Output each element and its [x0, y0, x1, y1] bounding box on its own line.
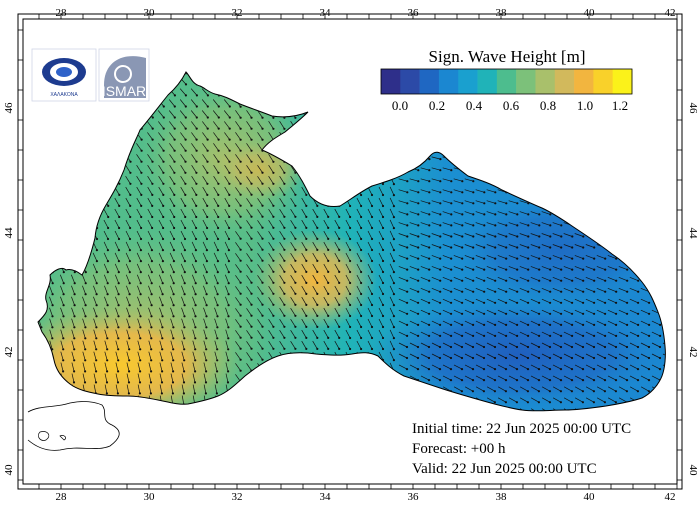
marmara-coast	[27, 401, 120, 451]
colorbar-swatch	[535, 69, 556, 94]
lat-tick-label: 44	[687, 228, 699, 240]
colorbar-swatch	[438, 69, 459, 94]
lon-tick-label: 40	[584, 491, 596, 503]
coastline	[37, 71, 666, 412]
initial-time: Initial time: 22 Jun 2025 00:00 UTC	[412, 421, 631, 437]
colorbar: Sign. Wave Height [m] 0.0 0.2 0.4 0.6 0.…	[380, 47, 633, 113]
lat-tick-label: 46	[3, 102, 15, 114]
logo-right: ISMAR	[98, 48, 150, 102]
longitude-ticks-top: 28 30 32 34 36 38 40 42	[56, 7, 676, 19]
lon-tick-label: 36	[408, 491, 420, 503]
lon-tick-label: 34	[320, 491, 332, 503]
lon-tick-label: 30	[144, 7, 156, 19]
valid-time: Valid: 22 Jun 2025 00:00 UTC	[412, 461, 597, 477]
lat-tick-label: 44	[3, 227, 15, 239]
colorbar-swatch	[593, 69, 613, 94]
lon-tick-label: 42	[665, 7, 676, 19]
latitude-ticks-left: 40 42 44 46	[3, 102, 15, 476]
colorbar-swatch	[381, 69, 401, 94]
lat-tick-label: 40	[3, 464, 15, 476]
lat-tick-label: 40	[687, 465, 699, 477]
forecast-info: Initial time: 22 Jun 2025 00:00 UTC Fore…	[412, 421, 631, 477]
lon-tick-label: 36	[408, 7, 420, 19]
colorbar-swatch	[612, 69, 633, 94]
colorbar-swatch	[458, 69, 478, 94]
colorbar-swatch	[554, 69, 575, 94]
lon-tick-label: 30	[144, 491, 156, 503]
logo-left: ΧΑΛΑΚΟΝΑ	[31, 48, 97, 102]
colorbar-label: 1.0	[577, 98, 593, 113]
lon-tick-label: 28	[56, 7, 68, 19]
island	[59, 435, 66, 441]
forecast-step: Forecast: +00 h	[412, 441, 506, 457]
logo-right-text: ISMAR	[102, 83, 146, 99]
colorbar-label: 0.6	[503, 98, 520, 113]
frame-ticks	[18, 14, 682, 489]
island	[38, 431, 50, 441]
colorbar-swatch	[400, 69, 420, 94]
longitude-ticks-bottom: 28 30 32 34 36 38 40 42	[56, 491, 676, 503]
logo-left-text: ΧΑΛΑΚΟΝΑ	[50, 92, 78, 98]
lat-tick-label: 42	[687, 347, 699, 358]
lon-tick-label: 38	[496, 7, 508, 19]
lon-tick-label: 38	[496, 491, 508, 503]
colorbar-swatch	[496, 69, 517, 94]
lat-tick-label: 46	[687, 103, 699, 115]
map-outer-frame	[17, 13, 683, 490]
lon-tick-label: 32	[232, 7, 243, 19]
colorbar-label: 0.8	[540, 98, 556, 113]
colorbar-swatch	[516, 69, 536, 94]
latitude-ticks-right: 40 42 44 46	[687, 103, 699, 477]
lon-tick-label: 42	[665, 491, 676, 503]
colorbar-title: Sign. Wave Height [m]	[429, 47, 586, 66]
colorbar-swatch	[574, 69, 594, 94]
colorbar-label: 0.0	[392, 98, 408, 113]
lon-tick-label: 40	[584, 7, 596, 19]
lon-tick-label: 32	[232, 491, 243, 503]
lon-tick-label: 34	[320, 7, 332, 19]
colorbar-swatches	[381, 69, 633, 94]
colorbar-swatch	[419, 69, 440, 94]
colorbar-labels: 0.0 0.2 0.4 0.6 0.8 1.0 1.2	[392, 98, 628, 113]
colorbar-label: 0.4	[466, 98, 483, 113]
lon-tick-label: 28	[56, 491, 68, 503]
colorbar-label: 0.2	[429, 98, 445, 113]
lat-tick-label: 42	[3, 347, 15, 358]
colorbar-label: 1.2	[612, 98, 628, 113]
colorbar-swatch	[477, 69, 498, 94]
